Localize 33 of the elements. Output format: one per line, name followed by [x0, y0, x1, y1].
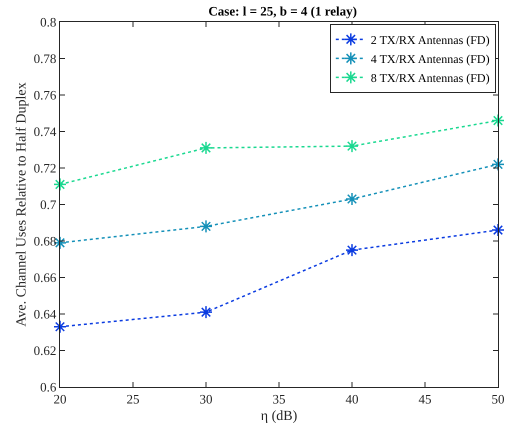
y-tick-label: 0.72	[34, 160, 56, 176]
y-tick-label: 0.74	[34, 124, 57, 140]
x-tick-label: 35	[272, 392, 286, 407]
point	[199, 220, 213, 234]
y-tick-label: 0.78	[34, 51, 56, 66]
point	[53, 178, 67, 192]
point	[345, 192, 359, 206]
x-tick-label: 45	[418, 392, 432, 407]
point	[345, 243, 359, 257]
point	[491, 158, 505, 172]
x-tick-label: 50	[492, 392, 504, 407]
y-tick-label: 0.66	[34, 270, 57, 286]
legend-label: 4 TX/RX Antennas (FD)	[370, 52, 490, 66]
y-tick-label: 0.64	[34, 306, 57, 322]
x-tick-label: 40	[346, 392, 358, 407]
y-tick-label: 0.8	[40, 14, 56, 30]
legend-label: 2 TX/RX Antennas (FD)	[370, 33, 490, 48]
chart-title: Case: l = 25, b = 4 (1 relay)	[208, 4, 357, 19]
point	[199, 305, 213, 319]
y-tick-label: 0.62	[34, 343, 56, 358]
point	[491, 223, 505, 237]
point	[199, 141, 213, 155]
legend-label: 8 TX/RX Antennas (FD)	[370, 71, 490, 86]
y-tick-label: 0.76	[34, 88, 57, 103]
x-tick-label: 25	[126, 392, 140, 407]
point	[53, 320, 67, 334]
y-axis-title: Ave. Channel Uses Relative to Half Duplex	[14, 82, 30, 327]
point	[345, 139, 359, 153]
point	[491, 114, 505, 128]
y-tick-label: 0.7	[40, 197, 57, 212]
x-tick-label: 30	[200, 392, 212, 407]
y-tick-label: 0.68	[34, 234, 56, 249]
x-axis-title: η (dB)	[260, 408, 298, 424]
